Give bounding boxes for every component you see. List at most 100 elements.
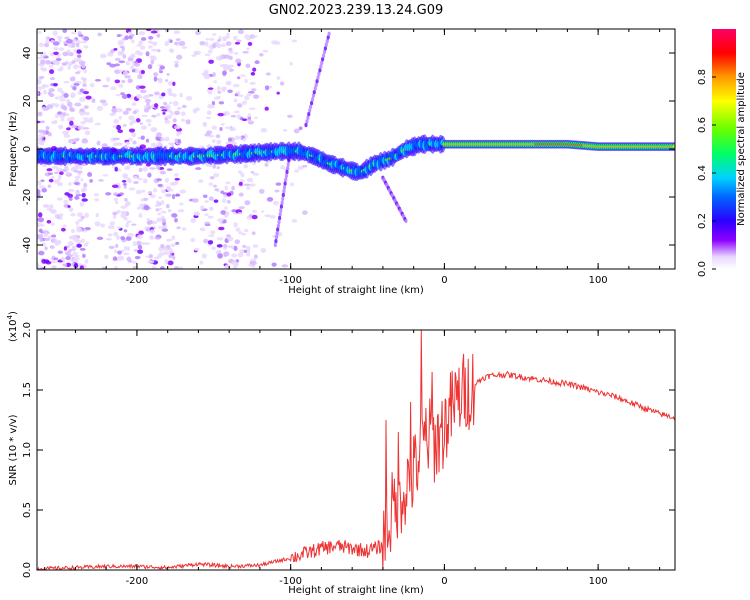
spectrogram-x-label: Height of straight line (km) bbox=[288, 285, 424, 296]
spectral-noise-point bbox=[170, 243, 176, 248]
spectral-noise-point bbox=[207, 215, 214, 219]
spectral-noise-point bbox=[139, 203, 145, 208]
spectral-noise-point bbox=[111, 107, 118, 113]
spectral-noise-point bbox=[280, 165, 285, 170]
spectral-noise-point bbox=[47, 172, 53, 175]
spectral-noise-point bbox=[37, 31, 42, 34]
spectral-noise-point bbox=[221, 198, 227, 204]
spectral-noise-point bbox=[217, 90, 222, 94]
spectral-noise-point bbox=[93, 193, 100, 197]
spectral-noise-point bbox=[74, 254, 80, 258]
spectral-noise-point bbox=[148, 253, 154, 259]
spectral-noise-point bbox=[212, 164, 217, 169]
spectral-noise-point bbox=[126, 93, 132, 98]
spectral-noise-point bbox=[115, 93, 121, 97]
spectral-noise-point bbox=[61, 168, 67, 173]
spectral-noise-point bbox=[70, 228, 76, 234]
spectral-noise-point bbox=[153, 72, 159, 77]
spectral-noise-point bbox=[264, 106, 269, 111]
spectral-noise-point bbox=[204, 221, 211, 225]
y-tick-label: 1.0 bbox=[22, 442, 33, 458]
spectral-noise-point bbox=[171, 235, 176, 240]
spectral-noise-point bbox=[100, 223, 106, 228]
spectral-noise-point bbox=[72, 251, 78, 256]
spectral-noise-point bbox=[137, 249, 144, 254]
spectral-noise-point bbox=[96, 105, 104, 111]
spectral-noise-point bbox=[121, 80, 126, 84]
spectral-noise-point bbox=[218, 101, 225, 105]
spectral-noise-point bbox=[164, 29, 170, 33]
spectral-noise-point bbox=[209, 206, 214, 211]
spectral-noise-point bbox=[151, 114, 157, 118]
spectral-noise-point bbox=[84, 258, 89, 264]
spectral-noise-point bbox=[238, 94, 244, 98]
spectral-noise-point bbox=[119, 192, 124, 196]
spectral-noise-point bbox=[147, 260, 155, 264]
spectral-noise-point bbox=[75, 220, 80, 226]
spectral-streak-point bbox=[284, 173, 288, 179]
spectral-noise-point bbox=[131, 119, 137, 124]
spectral-noise-point bbox=[135, 118, 141, 123]
spectral-noise-point bbox=[157, 78, 163, 84]
spectral-noise-point bbox=[91, 98, 96, 104]
spectral-noise-point bbox=[156, 112, 161, 117]
spectral-noise-point bbox=[123, 217, 128, 221]
spectral-noise-point bbox=[71, 166, 79, 171]
spectral-noise-point bbox=[208, 234, 215, 237]
snr-y-multiplier-close: ) bbox=[8, 311, 19, 315]
spectral-noise-point bbox=[46, 168, 53, 172]
snr-x-label: Height of straight line (km) bbox=[288, 585, 424, 596]
spectral-noise-point bbox=[126, 165, 131, 170]
spectral-noise-point bbox=[49, 245, 55, 249]
spectral-streak-point bbox=[311, 93, 315, 99]
spectral-noise-point bbox=[271, 40, 278, 45]
spectral-noise-point bbox=[149, 194, 156, 198]
spectral-noise-point bbox=[38, 133, 45, 139]
spectral-noise-point bbox=[174, 110, 180, 116]
spectral-noise-point bbox=[115, 243, 119, 248]
spectral-noise-point bbox=[74, 196, 79, 200]
spectral-noise-point bbox=[168, 101, 173, 105]
spectral-noise-point bbox=[205, 37, 210, 41]
spectral-noise-point bbox=[223, 252, 227, 257]
spectral-noise-point bbox=[194, 247, 200, 251]
spectral-noise-point bbox=[64, 192, 70, 196]
spectral-noise-point bbox=[57, 250, 63, 254]
spectral-noise-point bbox=[65, 256, 71, 261]
spectral-streak-point bbox=[317, 71, 321, 77]
y-tick-label: 1.5 bbox=[22, 382, 33, 398]
spectral-noise-point bbox=[195, 30, 201, 36]
figure-title: GN02.2023.239.13.24.G09 bbox=[269, 3, 444, 18]
spectral-noise-point bbox=[147, 123, 152, 127]
spectral-streak-point bbox=[280, 200, 284, 205]
spectral-noise-point bbox=[166, 238, 173, 242]
spectral-noise-point bbox=[42, 129, 47, 135]
spectral-noise-point bbox=[116, 235, 120, 240]
spectral-noise-point bbox=[102, 84, 109, 88]
spectral-noise-point bbox=[207, 104, 213, 109]
spectral-noise-point bbox=[39, 237, 43, 243]
spectral-streak-point bbox=[274, 235, 279, 240]
spectral-noise-point bbox=[214, 188, 219, 192]
spectral-noise-point bbox=[136, 240, 142, 246]
spectral-noise-point bbox=[211, 43, 217, 49]
spectral-noise-point bbox=[136, 96, 143, 99]
spectral-noise-point bbox=[66, 127, 71, 131]
y-tick-label: 20 bbox=[22, 95, 33, 108]
spectral-noise-point bbox=[116, 34, 121, 38]
spectral-noise-point bbox=[152, 220, 158, 225]
spectral-noise-point bbox=[43, 43, 50, 48]
spectral-noise-point bbox=[217, 253, 224, 259]
spectral-noise-point bbox=[73, 83, 80, 86]
spectral-noise-point bbox=[227, 236, 234, 242]
spectral-noise-point bbox=[223, 244, 228, 248]
spectral-noise-point bbox=[39, 51, 47, 57]
spectral-noise-point bbox=[164, 259, 169, 265]
spectral-noise-point bbox=[157, 141, 163, 147]
spectral-noise-point bbox=[235, 58, 242, 64]
spectral-noise-point bbox=[236, 39, 242, 43]
spectral-noise-point bbox=[73, 182, 80, 186]
spectral-noise-point bbox=[77, 262, 82, 267]
spectral-noise-point bbox=[37, 192, 41, 198]
spectral-noise-point bbox=[153, 103, 159, 108]
